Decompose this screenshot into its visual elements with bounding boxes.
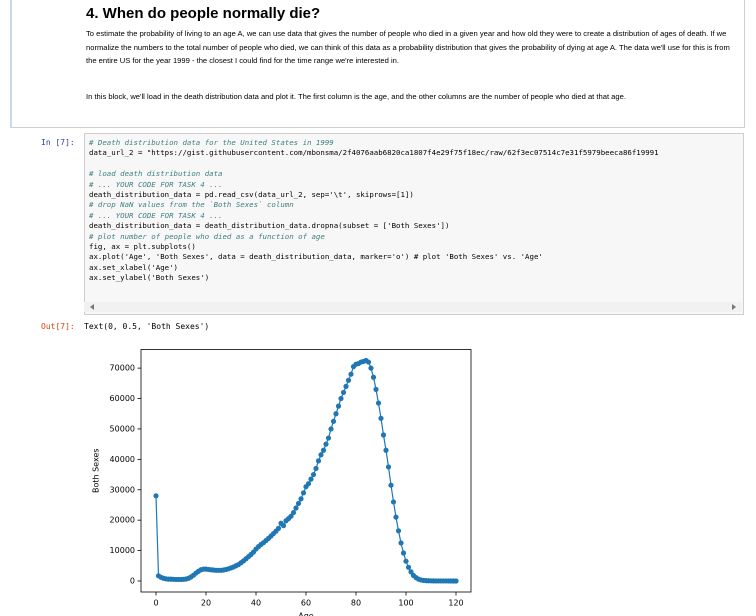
marker [280,523,287,529]
marker [313,465,319,472]
marker [288,513,294,519]
marker [403,558,409,564]
code-line: # drop NaN values from the `Both Sexes` … [89,200,294,210]
x-axis-label: Age [298,612,314,616]
code-line: death_distribution_data = pd.read_csv(da… [89,190,414,199]
marker [293,505,299,511]
y-tick-label: 70000 [110,364,135,373]
code-line: data_url_2 = "https://gist.githubusercon… [89,148,659,158]
x-tick-label: 60 [301,599,311,608]
code-block: # Death distribution data for the United… [89,138,659,159]
code-line: ax.set_xlabel('Age') [89,262,178,272]
marker [298,496,304,502]
marker [408,569,414,575]
x-tick-label: 120 [448,599,463,608]
code-line: ax.set_ylabel('Both Sexes') [89,273,210,283]
y-axis-label: Both Sexes [92,448,101,493]
marker [315,458,322,464]
marker [405,564,412,570]
marker [453,578,459,584]
code-line: # ... YOUR CODE FOR TASK 4 ... [89,210,223,220]
marker [383,447,389,453]
marker [338,395,344,402]
marker [305,481,312,487]
marker [370,374,377,380]
paragraph: To estimate the probability of living to… [86,29,730,65]
marker [365,359,372,365]
code-line: # ... YOUR CODE FOR TASK 4 ... [89,179,223,189]
input-prompt: In [7]: [41,138,75,147]
output-prompt: Out[7]: [41,322,75,331]
marker [318,452,324,458]
marker [348,371,354,377]
code-line: # load death distribution data [89,169,223,179]
marker [375,400,382,406]
x-tick-label: 100 [398,599,413,608]
marker [153,493,159,499]
code-line: # plot number of people who died as a fu… [89,231,325,241]
marker [335,403,342,409]
marker [290,509,297,516]
scroll-arrows [90,304,736,310]
y-tick-label: 40000 [110,455,135,464]
marker [368,365,374,371]
marker [373,386,379,393]
code-line: ax.plot('Age', 'Both Sexes', data = deat… [89,252,543,262]
marker [330,418,337,424]
marker [323,441,329,447]
y-tick-label: 0 [130,576,135,585]
x-tick-label: 0 [153,599,158,608]
paragraph: In this block, we'll load in the death d… [86,92,626,101]
y-tick-label: 50000 [110,424,135,433]
marker [388,482,394,488]
scrollbar[interactable] [84,302,742,312]
marker [308,476,314,482]
plot-frame [140,349,472,593]
markdown-cell: 4. When do people normally die? To estim… [10,0,745,128]
marker [325,435,332,441]
marker [328,426,334,432]
code-line: death_distribution_data = death_distribu… [89,221,450,231]
code-line: fig, ax = plt.subplots() [89,242,196,252]
marker [343,383,349,389]
y-tick-label: 20000 [110,516,135,525]
x-tick-label: 40 [251,599,261,608]
code-cell[interactable]: # Death distribution data for the United… [84,133,744,315]
line [155,359,457,582]
x-tick-label: 80 [351,599,361,608]
y-tick-label: 10000 [110,546,135,555]
marker [390,499,397,505]
marker [310,471,317,478]
marker [378,415,384,421]
marker [295,500,302,507]
marker [333,411,339,417]
output-text: Text(0, 0.5, 'Both Sexes') [84,322,210,331]
y-tick-label: 60000 [110,394,135,403]
code-block: # load death distribution data # ... YOUR… [89,169,543,283]
marker [300,490,307,496]
x-tick-label: 20 [201,599,211,608]
marker [340,389,347,396]
marker [398,540,404,546]
marker [385,464,392,470]
y-tick-label: 30000 [110,485,135,494]
marker [320,447,327,453]
marker [380,432,387,438]
marker [393,514,399,520]
code-line: # Death distribution data for the United… [89,138,334,147]
marker [400,550,407,556]
marker [275,525,282,531]
marker [345,377,352,383]
marker [395,528,402,534]
heading: 4. When do people normally die? [86,5,321,22]
